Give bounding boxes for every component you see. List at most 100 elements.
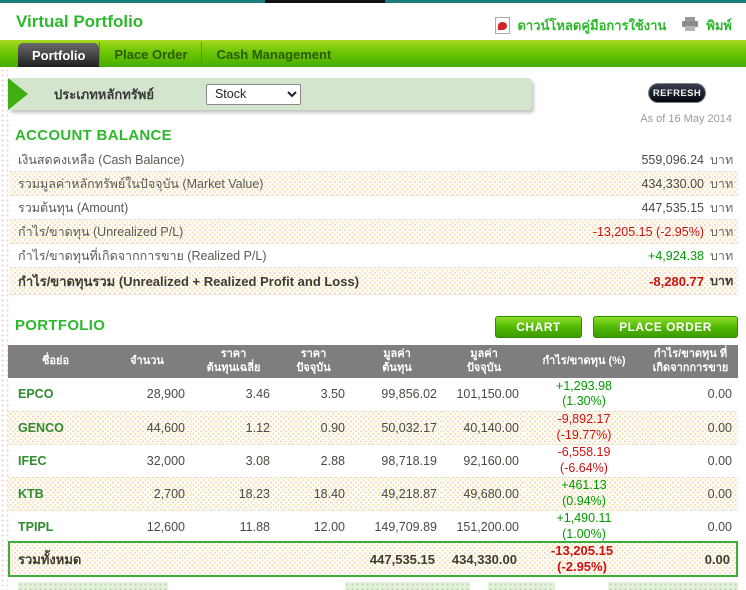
cost-value-cell: 99,856.02 bbox=[381, 387, 437, 402]
column-header: ราคา ปัจจุบัน bbox=[276, 345, 351, 378]
security-type-select[interactable]: Stock bbox=[205, 83, 301, 105]
avg-cost-cell: 3.46 bbox=[245, 387, 270, 402]
portfolio-table-body: EPCO 28,900 3.46 3.50 99,856.02 101,150.… bbox=[8, 378, 738, 543]
avg-cost-cell: 18.23 bbox=[191, 477, 276, 510]
avg-cost-cell: 3.08 bbox=[245, 453, 270, 468]
symbol-cell[interactable]: TPIPL bbox=[18, 519, 54, 534]
market-value-cell: 151,200.00 bbox=[456, 519, 519, 534]
currency-unit: บาท bbox=[710, 176, 734, 191]
realized-cell: 0.00 bbox=[707, 453, 732, 468]
realized-cell: 0.00 bbox=[643, 477, 738, 510]
total-pl-cell: -13,205.15 (-2.95%) bbox=[523, 543, 641, 575]
total-pl-percent: (-2.95%) bbox=[557, 559, 607, 574]
column-header: กำไร/ขาดทุน ที่ เกิดจากการขาย bbox=[643, 345, 738, 378]
nav-tab[interactable]: Place Order bbox=[99, 42, 201, 67]
price-cell: 18.40 bbox=[276, 477, 351, 510]
page-header: Virtual Portfolio ดาวน์โหลดคู่มือการใช้ง… bbox=[0, 3, 746, 40]
account-balance-heading: ACCOUNT BALANCE bbox=[15, 127, 172, 144]
table-row: EPCO 28,900 3.46 3.50 99,856.02 101,150.… bbox=[8, 378, 738, 411]
portfolio-table-header-row: ชื่อย่อ จำนวน ราคา ต้นทุนเฉลี่ย ราคา ปัจจุบ… bbox=[8, 345, 738, 378]
refresh-button[interactable]: REFRESH bbox=[648, 83, 706, 103]
cutoff-row-segment bbox=[488, 582, 555, 590]
total-realized: 0.00 bbox=[704, 551, 730, 567]
table-row: KTB 2,700 18.23 18.40 49,218.87 49,680.0… bbox=[8, 477, 738, 510]
symbol-cell[interactable]: GENCO bbox=[8, 411, 103, 444]
symbol-cell[interactable]: IFEC bbox=[18, 453, 47, 468]
qty-cell: 12,600 bbox=[146, 519, 185, 534]
realized-cell: 0.00 bbox=[707, 519, 732, 534]
left-edge-pattern bbox=[0, 3, 9, 590]
balance-value: 434,330.00 bbox=[641, 176, 704, 191]
qty-cell: 2,700 bbox=[103, 477, 191, 510]
pl-value: +461.13 bbox=[561, 477, 607, 492]
column-header: มูลค่า ปัจจุบัน bbox=[443, 345, 525, 378]
pl-value: -6,558.19 bbox=[557, 444, 611, 459]
pl-cell: -9,892.17 (-19.77%) bbox=[525, 411, 643, 444]
price-cell: 12.00 bbox=[313, 519, 345, 534]
column-header: กำไร/ขาดทุน (%) bbox=[525, 345, 643, 378]
pl-value: +1,293.98 bbox=[556, 378, 612, 393]
qty-cell: 28,900 bbox=[146, 387, 185, 402]
printer-icon bbox=[681, 16, 699, 35]
total-label: รวมทั้งหมด bbox=[18, 551, 82, 567]
portfolio-heading: PORTFOLIO bbox=[15, 317, 106, 334]
security-type-filter-bar: ประเภทหลักทรัพย์ Stock bbox=[8, 78, 532, 110]
balance-value: 447,535.15 bbox=[641, 200, 704, 215]
filter-row: ประเภทหลักทรัพย์ Stock REFRESH bbox=[8, 78, 738, 114]
balance-label: รวมต้นทุน (Amount) bbox=[18, 200, 129, 215]
market-value-cell: 40,140.00 bbox=[443, 411, 525, 444]
pl-cell: +461.13 (0.94%) bbox=[525, 477, 643, 510]
currency-unit: บาท bbox=[710, 152, 734, 167]
market-value-cell: 92,160.00 bbox=[463, 453, 519, 468]
pl-cell: -6,558.19 (-6.64%) bbox=[525, 444, 643, 477]
table-row: GENCO 44,600 1.12 0.90 50,032.17 40,140.… bbox=[8, 411, 738, 444]
market-value-cell: 49,680.00 bbox=[443, 477, 525, 510]
pl-value: +1,490.11 bbox=[556, 510, 612, 525]
chart-button[interactable]: CHART bbox=[495, 316, 582, 338]
qty-cell: 44,600 bbox=[103, 411, 191, 444]
symbol-cell[interactable]: EPCO bbox=[18, 387, 54, 402]
table-row: IFEC 32,000 3.08 2.88 98,718.19 92,160.0… bbox=[8, 444, 738, 477]
balance-row: กำไร/ขาดทุนที่เกิดจากการขาย (Realized P/… bbox=[10, 244, 738, 268]
avg-cost-cell: 1.12 bbox=[191, 411, 276, 444]
pl-percent: (-6.64%) bbox=[560, 460, 608, 475]
currency-unit: บาท bbox=[710, 248, 734, 263]
cost-value-cell: 98,718.19 bbox=[381, 453, 437, 468]
portfolio-table: ชื่อย่อ จำนวน ราคา ต้นทุนเฉลี่ย ราคา ปัจจุบ… bbox=[8, 345, 738, 544]
currency-unit: บาท bbox=[710, 224, 734, 239]
market-value-cell: 101,150.00 bbox=[456, 387, 519, 402]
cost-value-cell: 149,709.89 bbox=[374, 519, 437, 534]
main-nav: Portfolio Place Order Cash Management bbox=[0, 40, 746, 67]
symbol-cell[interactable]: KTB bbox=[8, 477, 103, 510]
balance-row: กำไร/ขาดทุนรวม (Unrealized + Realized Pr… bbox=[10, 268, 738, 295]
place-order-button[interactable]: PLACE ORDER bbox=[593, 316, 738, 338]
nav-tab[interactable]: Cash Management bbox=[201, 42, 345, 67]
balance-label: รวมมูลค่าหลักทรัพย์ในปัจจุบัน (Market Va… bbox=[18, 176, 264, 191]
cutoff-row-segment bbox=[18, 582, 168, 590]
account-balance-list: เงินสดคงเหลือ (Cash Balance) 559,096.24 … bbox=[10, 148, 738, 295]
pl-percent: (-19.77%) bbox=[556, 427, 612, 442]
currency-unit: บาท bbox=[710, 200, 734, 215]
table-row: TPIPL 12,600 11.88 12.00 149,709.89 151,… bbox=[8, 510, 738, 543]
balance-label: กำไร/ขาดทุนรวม (Unrealized + Realized Pr… bbox=[18, 273, 360, 289]
print-link[interactable]: พิมพ์ bbox=[706, 18, 732, 33]
pl-percent: (0.94%) bbox=[562, 493, 606, 508]
header-links: ดาวน์โหลดคู่มือการใช้งาน พิมพ์ bbox=[495, 15, 732, 36]
qty-cell: 32,000 bbox=[146, 453, 185, 468]
balance-row: รวมต้นทุน (Amount) 447,535.15 บาท bbox=[10, 196, 738, 220]
portfolio-total-row: รวมทั้งหมด 447,535.15 434,330.00 -13,205… bbox=[8, 541, 738, 577]
balance-label: กำไร/ขาดทุน (Unrealized P/L) bbox=[18, 224, 184, 239]
nav-tab[interactable]: Portfolio bbox=[18, 43, 100, 67]
top-border bbox=[0, 0, 746, 3]
pl-percent: (1.30%) bbox=[562, 394, 606, 409]
balance-row: รวมมูลค่าหลักทรัพย์ในปัจจุบัน (Market Va… bbox=[10, 172, 738, 196]
page-title: Virtual Portfolio bbox=[16, 12, 144, 31]
realized-cell: 0.00 bbox=[643, 411, 738, 444]
download-manual-link[interactable]: ดาวน์โหลดคู่มือการใช้งาน bbox=[517, 18, 667, 33]
balance-row: เงินสดคงเหลือ (Cash Balance) 559,096.24 … bbox=[10, 148, 738, 172]
balance-label: กำไร/ขาดทุนที่เกิดจากการขาย (Realized P/… bbox=[18, 248, 267, 263]
realized-cell: 0.00 bbox=[707, 387, 732, 402]
total-market-value: 434,330.00 bbox=[451, 551, 517, 567]
pdf-icon bbox=[495, 17, 511, 34]
